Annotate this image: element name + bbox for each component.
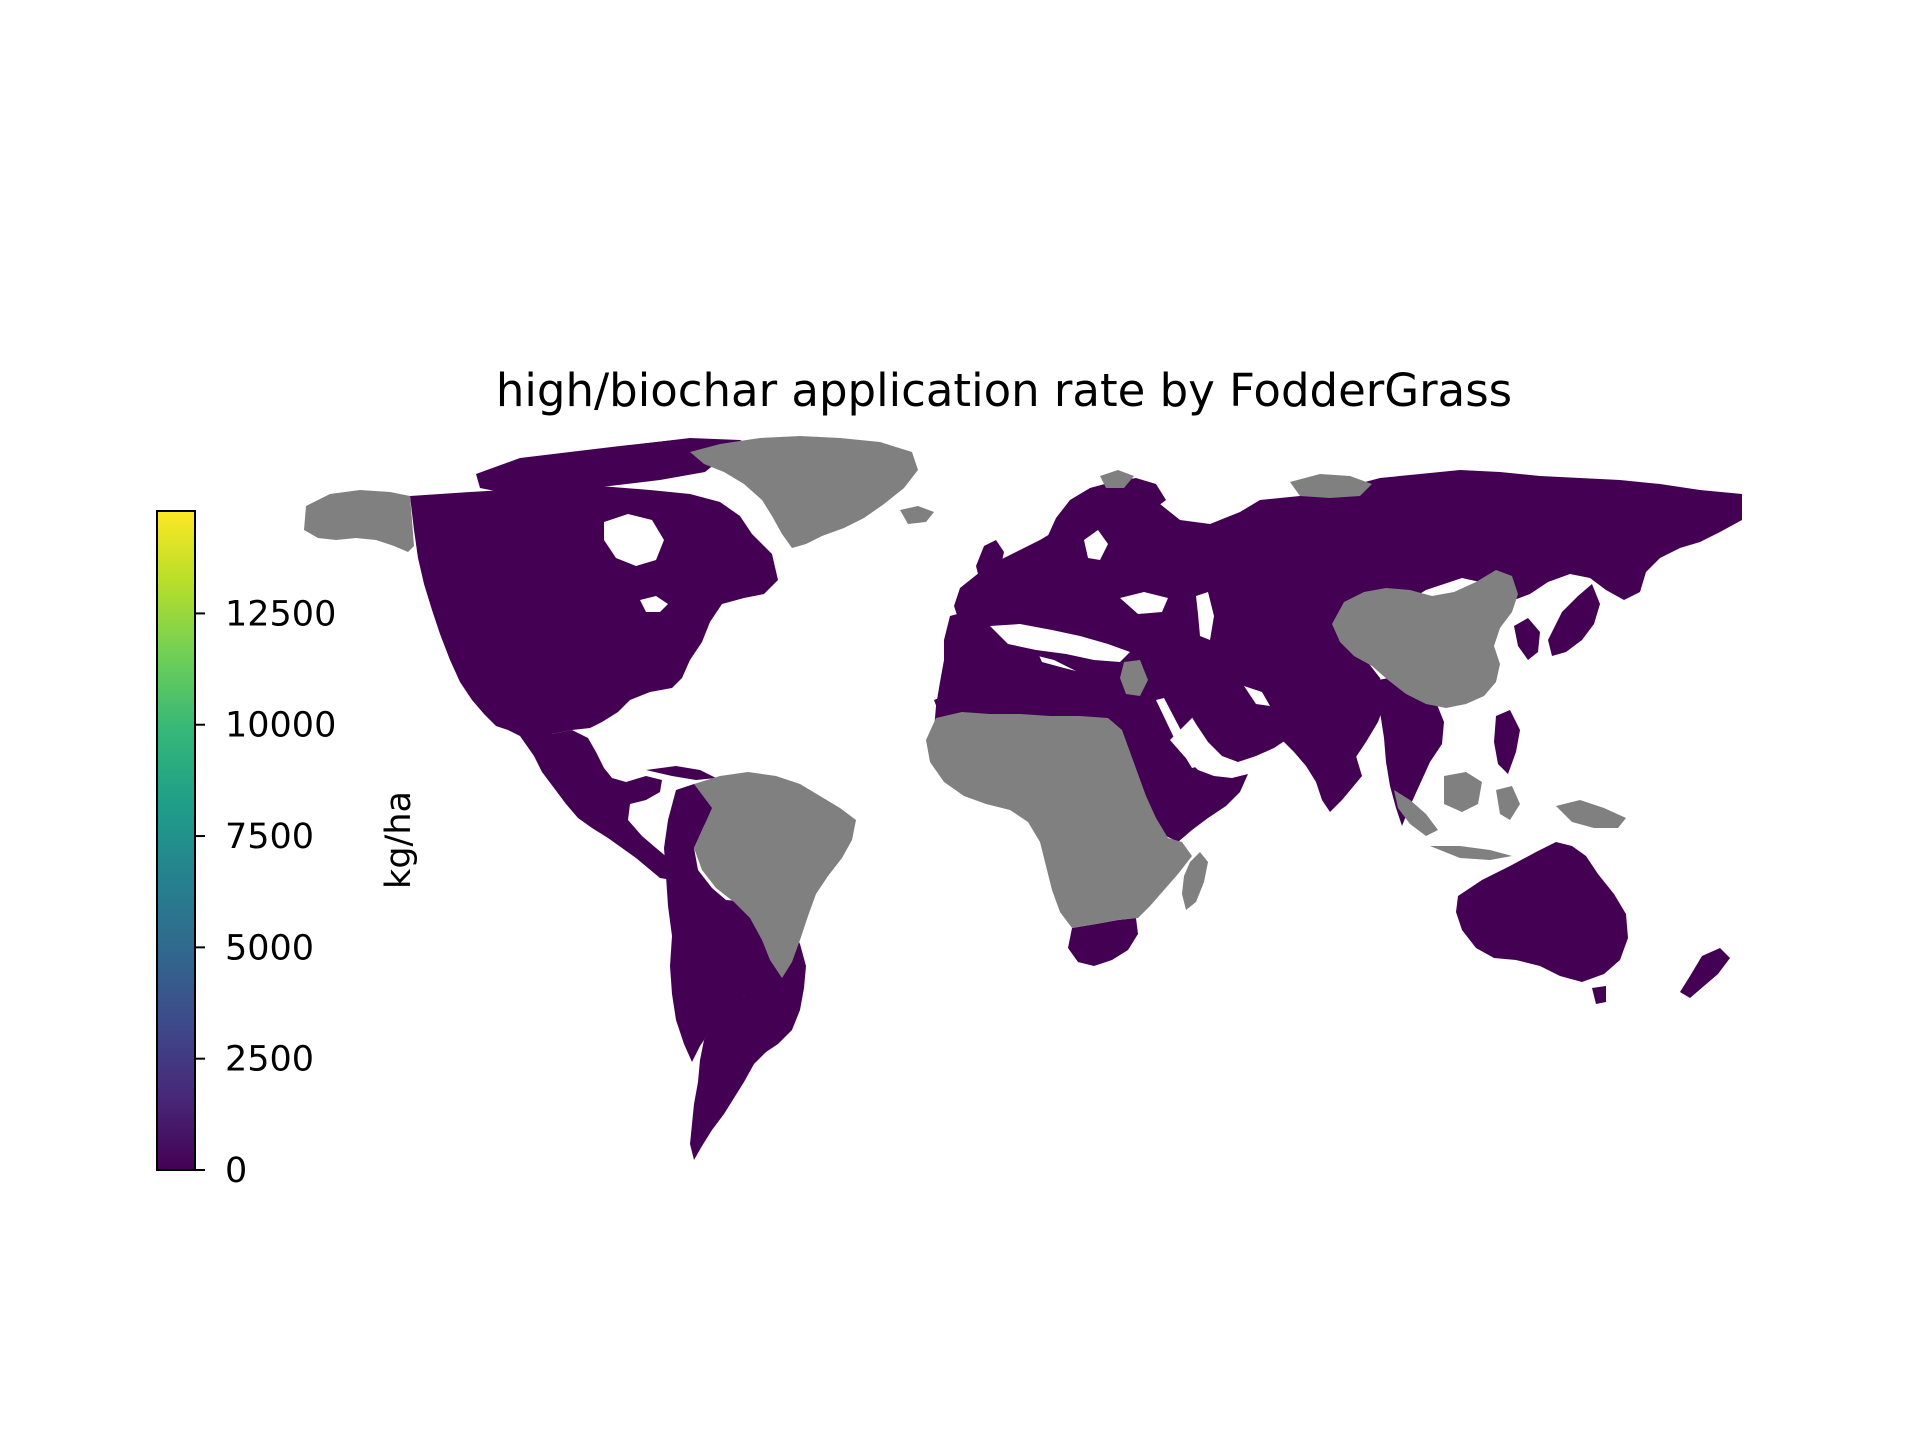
region-madagascar	[1182, 852, 1208, 910]
colorbar-gradient	[157, 511, 195, 1170]
region-scandinavia	[1046, 478, 1166, 572]
chart-title: high/biochar application rate by FodderG…	[496, 364, 1512, 417]
region-se-asia-mainland	[1378, 676, 1444, 826]
region-indonesia-sulawesi	[1496, 786, 1520, 820]
colorbar-tick-label: 7500	[225, 817, 314, 857]
colorbar-tick-label: 0	[225, 1151, 247, 1191]
region-iceland	[900, 506, 934, 524]
baltic-sea	[1084, 530, 1108, 560]
region-svalbard	[1100, 470, 1134, 488]
water-bodies	[604, 514, 1270, 768]
region-north-america	[410, 486, 778, 742]
region-arabia	[1168, 666, 1292, 762]
regions-without-data	[304, 436, 1626, 978]
red-sea	[1156, 698, 1200, 768]
world-map	[304, 436, 1742, 1160]
region-sub-saharan-africa	[926, 712, 1192, 928]
region-south-asia	[1294, 644, 1386, 790]
region-alaska	[304, 490, 414, 552]
region-papua	[1556, 800, 1626, 828]
great-lakes	[640, 596, 668, 612]
hudson-bay	[604, 514, 664, 566]
region-brazil	[694, 772, 856, 978]
region-philippines	[1494, 710, 1520, 774]
region-sahara-west	[934, 684, 1120, 718]
colorbar-tick-label: 5000	[225, 928, 314, 968]
colorbar-tick-label: 12500	[225, 594, 336, 634]
region-indonesia-sumatra	[1394, 790, 1438, 836]
region-tasmania	[1592, 986, 1606, 1004]
region-canadian-arctic	[476, 440, 720, 494]
region-korea	[1514, 618, 1540, 660]
region-western-south-america	[664, 784, 758, 1062]
region-egypt	[1120, 660, 1148, 696]
region-japan	[1548, 584, 1600, 656]
region-caribbean	[646, 766, 716, 780]
colorbar-frame	[156, 510, 196, 1171]
caspian-sea	[1196, 592, 1214, 640]
region-greenland	[690, 436, 918, 548]
region-arctic-russia-islands	[1290, 474, 1372, 498]
region-mexico-central-america	[520, 730, 676, 880]
mediterranean-sea	[990, 624, 1130, 662]
region-indonesia-borneo	[1444, 772, 1482, 812]
colorbar: 0 2500 5000 7500 10000 12500 kg/ha	[156, 510, 419, 1191]
region-south-africa	[1068, 918, 1138, 966]
colorbar-label: kg/ha	[379, 791, 419, 889]
region-australia	[1456, 842, 1628, 982]
regions-with-data	[410, 438, 1742, 1160]
region-china	[1332, 570, 1518, 708]
colorbar-ticks: 0 2500 5000 7500 10000 12500	[195, 594, 336, 1191]
colorbar-tick-label: 10000	[225, 706, 336, 746]
region-new-zealand	[1680, 948, 1730, 998]
persian-gulf	[1244, 686, 1270, 706]
region-indonesia-java	[1430, 846, 1512, 860]
black-sea	[1120, 592, 1168, 614]
region-british-isles	[976, 540, 1004, 584]
colorbar-tick-label: 2500	[225, 1040, 314, 1080]
